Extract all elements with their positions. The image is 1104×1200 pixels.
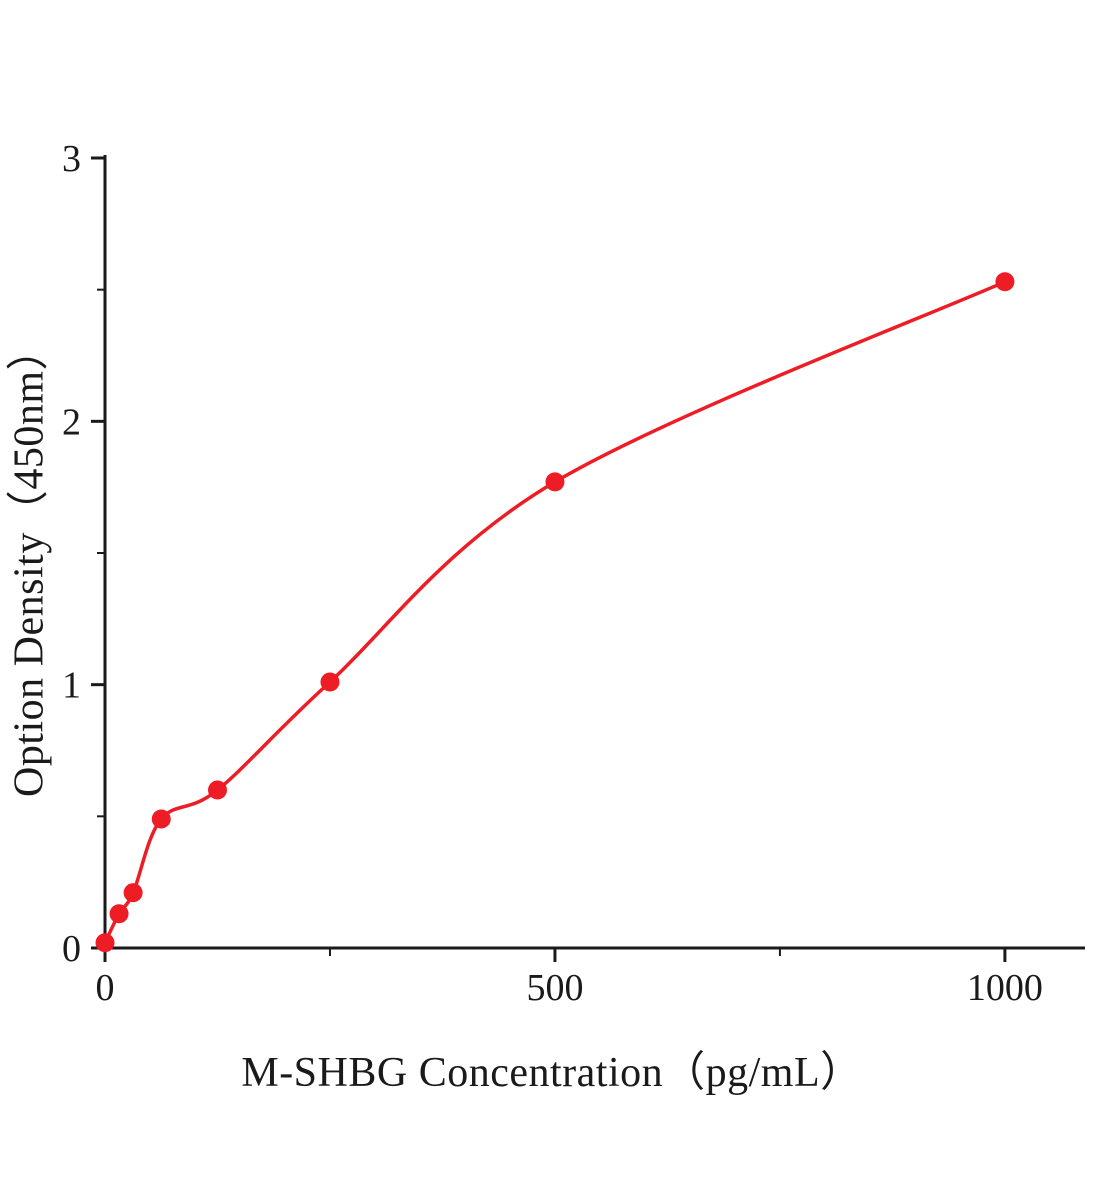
data-point — [123, 883, 143, 903]
data-point — [109, 904, 129, 924]
fit-curve — [103, 280, 1007, 945]
data-point — [151, 809, 171, 829]
y-tick-label: 0 — [62, 928, 81, 970]
x-tick-label: 500 — [526, 967, 583, 1009]
data-point — [545, 472, 565, 492]
x-tick-label: 1000 — [967, 967, 1043, 1009]
y-tick-label: 3 — [62, 138, 81, 180]
data-point — [995, 272, 1015, 292]
x-axis-title: M-SHBG Concentration（pg/mL） — [241, 1050, 863, 1096]
y-tick-label: 1 — [62, 665, 81, 707]
y-tick-label: 2 — [62, 401, 81, 443]
data-point — [95, 933, 115, 953]
data-point — [207, 780, 227, 800]
x-tick-label: 0 — [96, 967, 115, 1009]
y-axis-title: Option Density（450nm） — [6, 328, 53, 797]
data-point — [320, 672, 340, 692]
